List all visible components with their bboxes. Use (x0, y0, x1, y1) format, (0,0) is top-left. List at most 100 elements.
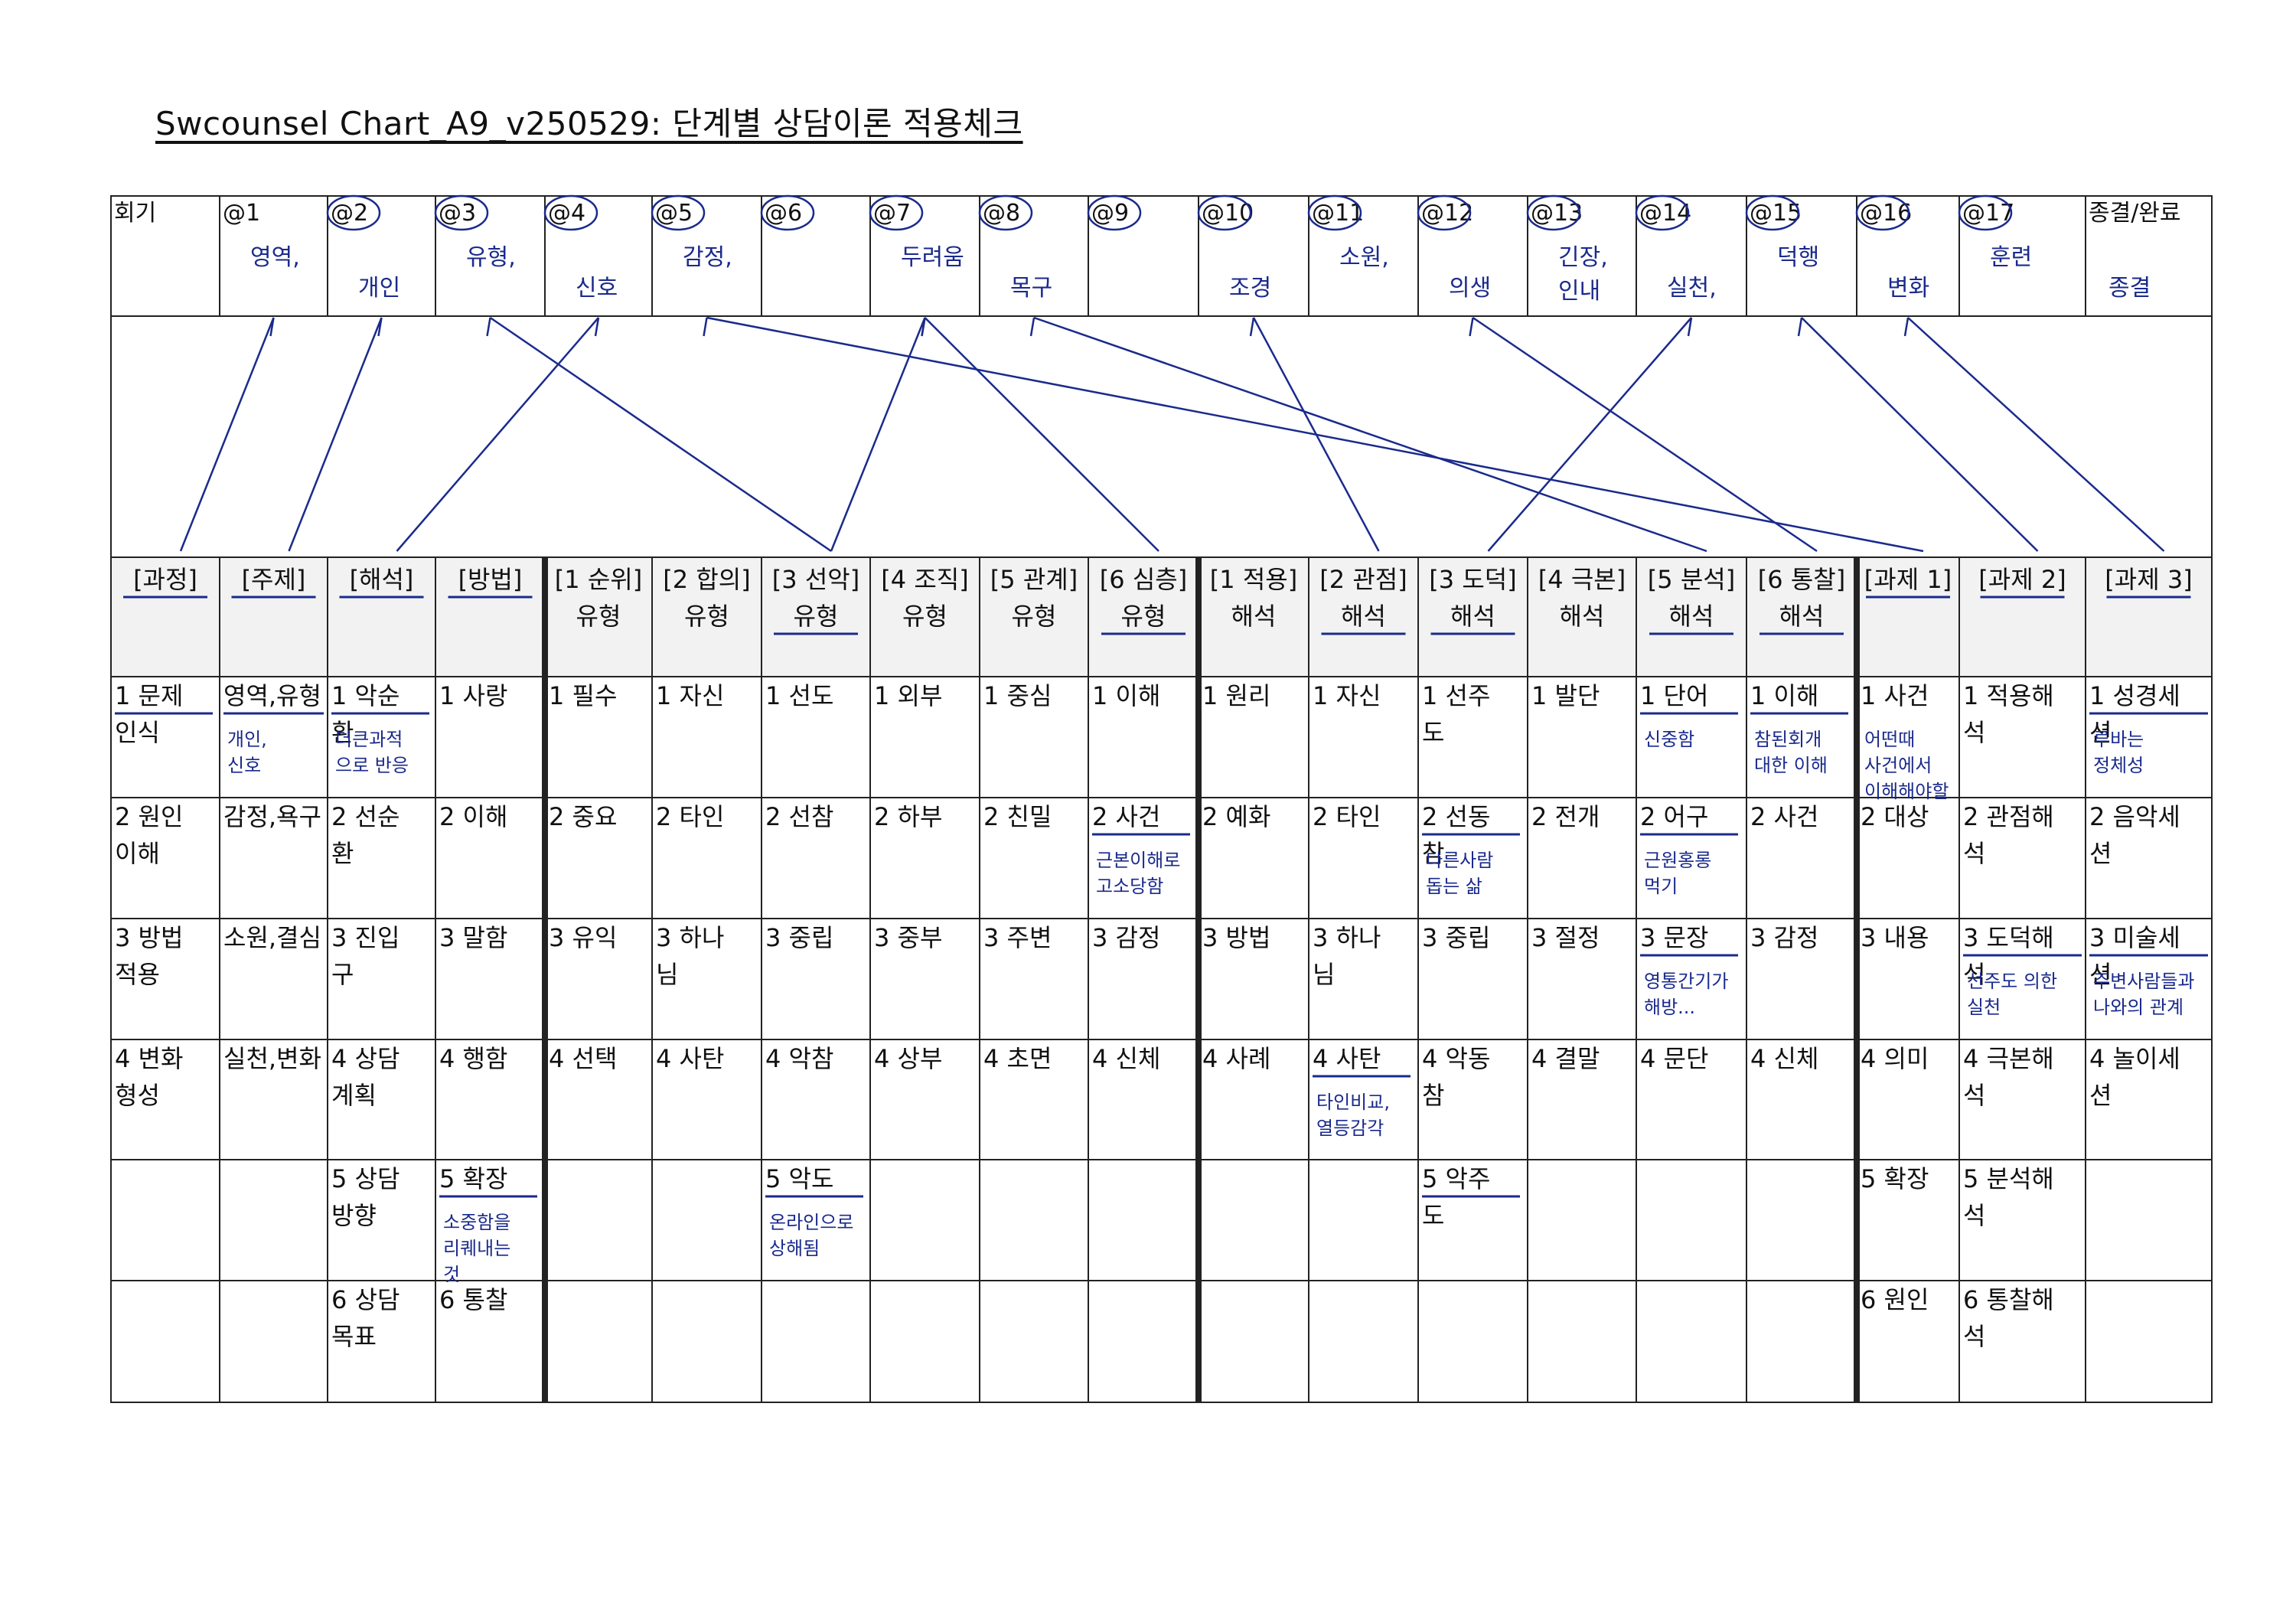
column-header: [과제 2] (1978, 565, 2066, 594)
handwritten-note: 신호 (227, 755, 261, 776)
session-label: @3 (439, 200, 476, 227)
column-header: [5 관계] (990, 565, 1078, 594)
session-label: @5 (655, 200, 693, 227)
session-circle (1526, 194, 1581, 231)
table-cell: 구 (331, 960, 354, 989)
connection-tick (1687, 317, 1693, 337)
handwritten-note: 고소당함 (1096, 876, 1163, 897)
connection-line (179, 317, 275, 552)
table-cell: 1 필수 (549, 681, 617, 710)
table-cell: 방향 (331, 1201, 377, 1230)
session-circle (1635, 194, 1690, 231)
handwritten-note: 사건에서 (1864, 755, 1932, 776)
column-header: [5 분석] (1648, 565, 1735, 594)
table-cell: 3 방법 (1202, 923, 1270, 952)
table-cell: 1 문제 (115, 681, 183, 710)
handwritten-note: 이해해야할 (1864, 781, 1949, 802)
table-cell: 1 선도 (765, 681, 833, 710)
session-label: @4 (548, 200, 585, 227)
session-label: @6 (765, 200, 802, 227)
session-label: 회기 (114, 200, 156, 227)
table-cell: 1 외부 (874, 681, 942, 710)
table-cell: 1 자신 (656, 681, 724, 710)
table-cell: 2 타인 (1313, 802, 1381, 831)
session-circle (1307, 194, 1362, 231)
column-header-sub: 해석 (1560, 602, 1605, 631)
column-header: [3 도덕] (1429, 565, 1516, 594)
session-handwritten-note: 감정, (683, 244, 732, 271)
session-circle (1855, 194, 1910, 231)
handwritten-note: 개인, (227, 729, 267, 750)
table-cell: 3 중립 (765, 923, 833, 952)
table-cell: 도 (1422, 718, 1444, 747)
table-cell: 4 사례 (1202, 1044, 1270, 1073)
table-cell: 4 문단 (1640, 1044, 1708, 1073)
column-header: [1 적용] (1210, 565, 1297, 594)
column-header-sub: 해석 (1450, 602, 1495, 631)
table-cell: 2 대상 (1861, 802, 1929, 831)
handwritten-note: 정체성 (2093, 755, 2144, 776)
connection-line (1907, 317, 2165, 552)
table-cell: 4 놀이세 (2089, 1044, 2180, 1073)
handwritten-note: 먹기 (1644, 876, 1678, 897)
connection-line (396, 317, 599, 552)
table-cell: 3 말함 (439, 923, 507, 952)
table-cell: 4 변화 (115, 1044, 183, 1073)
table-cell: 션 (2089, 718, 2112, 747)
column-header: [과제 1] (1864, 565, 1952, 594)
table-cell: 1 자신 (1313, 681, 1381, 710)
table-cell: 3 하나 (656, 923, 724, 952)
session-circle (1417, 194, 1472, 231)
column-header-sub: 유형 (576, 602, 621, 631)
table-cell: 석 (1963, 1081, 1985, 1110)
table-cell: 3 미술세 (2089, 923, 2180, 952)
header-background (111, 557, 2212, 677)
connection-tick (486, 317, 491, 337)
table-cell: 4 악동 (1422, 1044, 1490, 1073)
handwritten-note: 열등감각 (1316, 1118, 1384, 1139)
connection-line (830, 317, 926, 552)
handwritten-note: 타인비교, (1316, 1092, 1390, 1113)
table-cell: 6 통찰해 (1963, 1285, 2054, 1314)
table-cell: 석 (1963, 960, 1985, 989)
table-cell: 2 선참 (765, 802, 833, 831)
table-cell: 2 어구 (1640, 802, 1708, 831)
session-label: @2 (331, 200, 368, 227)
table-cell: 4 행함 (439, 1044, 507, 1073)
column-header-sub: 유형 (794, 602, 839, 631)
handwritten-note: 상해됨 (769, 1238, 820, 1259)
handwritten-note: 실천 (1967, 997, 2001, 1018)
table-cell: 2 타인 (656, 802, 724, 831)
column-header: [해석] (350, 565, 414, 594)
table-cell: 환 (331, 839, 354, 868)
table-cell: 5 악도 (765, 1164, 833, 1193)
session-handwritten-note: 목구 (1010, 275, 1052, 302)
handwritten-note: 나와의 관계 (2093, 997, 2183, 1018)
session-label: 종결/완료 (2089, 200, 2181, 227)
table-cell: 1 이해 (1092, 681, 1160, 710)
table-cell: 3 주변 (983, 923, 1052, 952)
session-handwritten-note: 종결 (2108, 275, 2151, 302)
session-handwritten-note: 유형, (466, 244, 516, 271)
connection-tick (1903, 317, 1910, 337)
table-cell: 3 도덕해 (1963, 923, 2054, 952)
handwritten-note: 근본이해로 (1096, 850, 1180, 871)
table-cell: 이해 (115, 839, 160, 868)
table-cell: 5 확장 (1861, 1164, 1929, 1193)
session-handwritten-note: 의생 (1449, 275, 1491, 302)
table-cell: 4 악참 (765, 1044, 833, 1073)
table-cell: 1 성경세 (2089, 681, 2180, 710)
connection-line (1801, 317, 2039, 552)
table-cell: 감정,욕구 (223, 802, 321, 831)
session-handwritten-note: 실천, (1667, 275, 1717, 302)
handwritten-note: 다른사람 (1426, 850, 1493, 871)
table-cell: 적용 (115, 960, 160, 989)
column-header-sub: 해석 (1669, 602, 1714, 631)
handwritten-note: 영통간기가 (1644, 971, 1728, 992)
connection-line (1472, 316, 1818, 553)
table-cell: 님 (656, 960, 678, 989)
connection-line (489, 316, 832, 553)
table-cell: 4 상부 (874, 1044, 942, 1073)
table-cell: 5 확장 (439, 1164, 507, 1193)
